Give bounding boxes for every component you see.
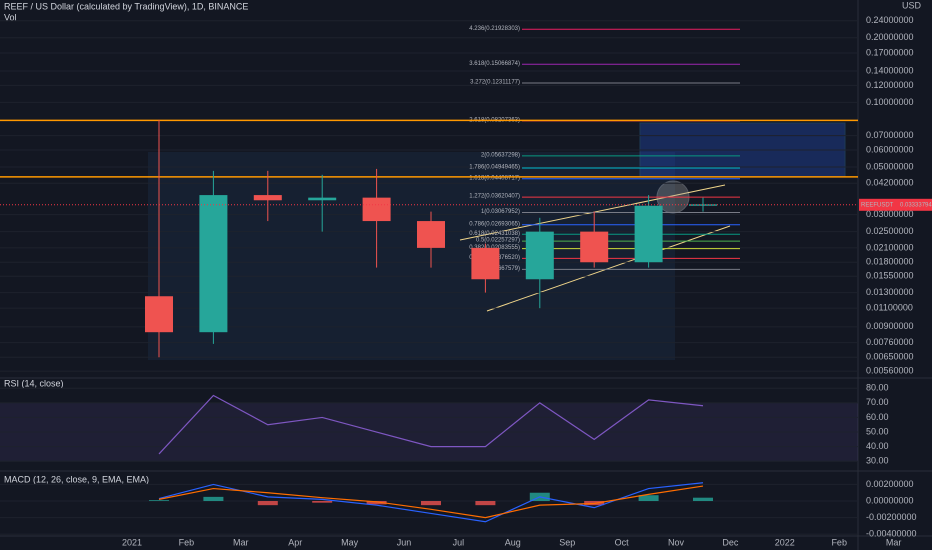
y-tick-label: 60.00 xyxy=(866,412,889,422)
y-tick-label: 80.00 xyxy=(866,383,889,393)
macd-title: MACD (12, 26, close, 9, EMA, EMA) xyxy=(4,474,149,484)
x-tick-label: Feb xyxy=(179,537,195,547)
y-tick-label: 0.01100000 xyxy=(866,303,913,313)
y-tick-label: -0.00400000 xyxy=(866,529,917,539)
x-tick-label: 2022 xyxy=(775,537,795,547)
last-price-tag xyxy=(899,198,932,211)
y-tick-label: 0.00560000 xyxy=(866,365,914,375)
fib-label: 3.618(0.15066874) xyxy=(469,61,520,67)
candle-body xyxy=(362,197,391,222)
fib-label: 0.786(0.02693065) xyxy=(469,221,520,227)
x-tick-label: Aug xyxy=(505,537,521,547)
x-tick-label: Apr xyxy=(288,537,302,547)
fib-label: 0.618(0.02431038) xyxy=(469,231,520,237)
candle-body xyxy=(253,195,282,201)
candle-body xyxy=(580,231,609,263)
macd-line xyxy=(158,485,704,519)
y-tick-label: 0.10000000 xyxy=(866,97,914,107)
y-tick-label: 0.17000000 xyxy=(866,47,914,57)
fib-label: 0.5(0.02257297) xyxy=(476,238,520,244)
y-tick-label: 40.00 xyxy=(866,441,889,451)
x-tick-label: Dec xyxy=(722,537,739,547)
y-tick-label: 0.03000000 xyxy=(866,209,914,219)
y-tick-label: 0.07000000 xyxy=(866,130,914,140)
histogram-bar xyxy=(257,501,278,506)
fib-label: 1(0.03067952) xyxy=(481,209,520,215)
y-tick-label: -0.00200000 xyxy=(866,512,917,522)
y-tick-label: 0.20000000 xyxy=(866,32,914,42)
histogram-bar xyxy=(475,501,496,506)
y-tick-label: 0.01300000 xyxy=(866,287,914,297)
y-tick-label: 50.00 xyxy=(866,426,889,436)
y-tick-label: 0.00000000 xyxy=(866,495,914,505)
candle-body xyxy=(199,195,228,333)
y-tick-label: 0.12000000 xyxy=(866,80,914,90)
candle-body xyxy=(417,221,445,248)
y-tick-label: 0.01550000 xyxy=(866,271,914,281)
x-tick-label: Jun xyxy=(397,537,412,547)
fib-label: 4.236(0.21928303) xyxy=(469,26,520,32)
y-tick-label: 0.02500000 xyxy=(866,226,914,236)
macd-line xyxy=(158,482,704,523)
y-tick-label: 0.04200000 xyxy=(866,178,914,188)
y-tick-label: 0.24000000 xyxy=(866,15,914,25)
histogram-bar xyxy=(366,501,387,505)
currency-label: USD xyxy=(902,0,922,10)
x-tick-label: Feb xyxy=(831,537,847,547)
fib-label: 2(0.05637298) xyxy=(481,152,520,158)
chart-title: REEF / US Dollar (calculated by TradingV… xyxy=(4,1,248,11)
y-tick-label: 0.01800000 xyxy=(866,257,914,267)
histogram-bar xyxy=(312,501,333,503)
fib-label: 1.272(0.03620407) xyxy=(469,194,520,200)
candle-body xyxy=(471,247,500,280)
y-tick-label: 0.00200000 xyxy=(866,479,914,489)
fib-label: 1.618(0.04408717) xyxy=(469,175,520,181)
histogram-bar xyxy=(638,495,659,502)
y-tick-label: 0.05000000 xyxy=(866,161,914,171)
trendline xyxy=(486,225,731,312)
histogram-bar xyxy=(693,497,713,502)
last-price-label: 0.03333794 xyxy=(900,202,932,208)
candle-body xyxy=(145,296,173,333)
fib-label: 3.272(0.12311177) xyxy=(470,80,520,86)
symbol-tag xyxy=(859,198,899,211)
y-tick-label: 0.00650000 xyxy=(866,352,914,362)
y-tick-label: 30.00 xyxy=(866,456,889,466)
y-tick-label: 0.00900000 xyxy=(866,321,914,331)
histogram-bar xyxy=(421,501,441,506)
x-tick-label: Nov xyxy=(668,537,685,547)
y-tick-label: 0.00760000 xyxy=(866,337,914,347)
x-tick-label: Mar xyxy=(886,537,902,547)
candle-body xyxy=(525,231,554,280)
y-tick-label: 0.14000000 xyxy=(866,65,914,75)
fib-label: 1.786(0.04949465) xyxy=(469,165,520,171)
x-tick-label: Oct xyxy=(615,537,630,547)
y-tick-label: 0.02100000 xyxy=(866,242,914,252)
candle-body xyxy=(634,205,663,263)
histogram-bar xyxy=(203,496,224,502)
symbol-label: REEFUSDT xyxy=(861,202,894,208)
x-tick-label: Mar xyxy=(233,537,249,547)
volume-label: Vol xyxy=(4,12,17,22)
rsi-title: RSI (14, close) xyxy=(4,378,64,388)
x-tick-label: Jul xyxy=(453,537,465,547)
fib-label: 0(0.01667579) xyxy=(481,266,520,272)
y-tick-label: 0.06000000 xyxy=(866,144,914,154)
histogram-bar xyxy=(149,500,169,502)
x-tick-label: 2021 xyxy=(122,537,142,547)
x-tick-label: May xyxy=(341,537,359,547)
candle-body xyxy=(308,197,337,201)
y-tick-label: 70.00 xyxy=(866,397,889,407)
rsi-line xyxy=(158,394,704,455)
x-tick-label: Sep xyxy=(559,537,575,547)
